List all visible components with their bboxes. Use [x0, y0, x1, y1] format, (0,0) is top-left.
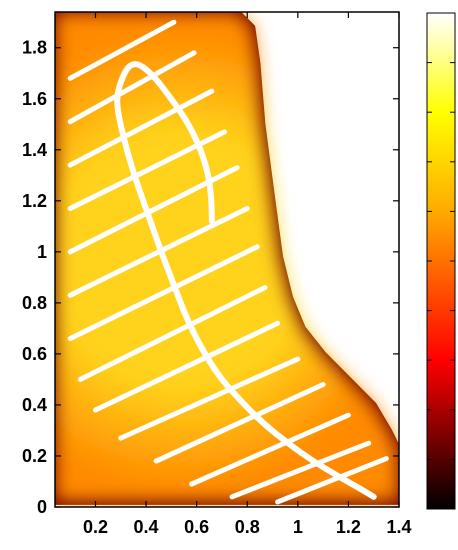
streak-line [153, 382, 326, 464]
streak-line [67, 244, 260, 342]
streak-line [229, 440, 372, 500]
y-tick-label: 0.2 [22, 446, 47, 466]
y-tick-label: 0.6 [22, 344, 47, 364]
trajectory-line [114, 61, 377, 500]
y-tick-label: 0.4 [22, 395, 47, 415]
y-axis: 0 0.2 0.4 0.6 0.8 1 1.2 1.4 1.6 1.8 [22, 38, 399, 517]
x-tick-label: 1 [293, 517, 303, 537]
y-tick-label: 1.6 [22, 89, 47, 109]
streak-line [77, 285, 268, 382]
streak-line [92, 320, 281, 413]
x-tick-label: 0.4 [134, 517, 159, 537]
x-tick-label: 0.8 [235, 517, 260, 537]
y-tick-label: 1.8 [22, 38, 47, 58]
colorbar-ticks [427, 62, 455, 460]
x-tick-label: 0.6 [184, 517, 209, 537]
x-tick-label: 1.2 [336, 517, 361, 537]
streak-line [67, 50, 197, 125]
y-tick-label: 1 [37, 242, 47, 262]
heat-field [55, 12, 399, 505]
axes-box [54, 11, 400, 508]
streak-line [275, 456, 389, 505]
x-axis: 0.2 0.4 0.6 0.8 1 1.2 1.4 [83, 12, 412, 537]
streaks-layer [67, 19, 389, 505]
y-tick-label: 1.2 [22, 191, 47, 211]
streak-line [67, 88, 215, 168]
x-tick-label: 0.2 [83, 517, 108, 537]
streak-line [118, 356, 301, 441]
y-tick-label: 1.4 [22, 140, 47, 160]
heat-field-interior [55, 12, 399, 502]
y-tick-label: 0 [37, 497, 47, 517]
streak-line [189, 412, 351, 487]
x-tick-label: 1.4 [386, 517, 411, 537]
streak-line [67, 19, 177, 81]
y-tick-label: 0.8 [22, 293, 47, 313]
